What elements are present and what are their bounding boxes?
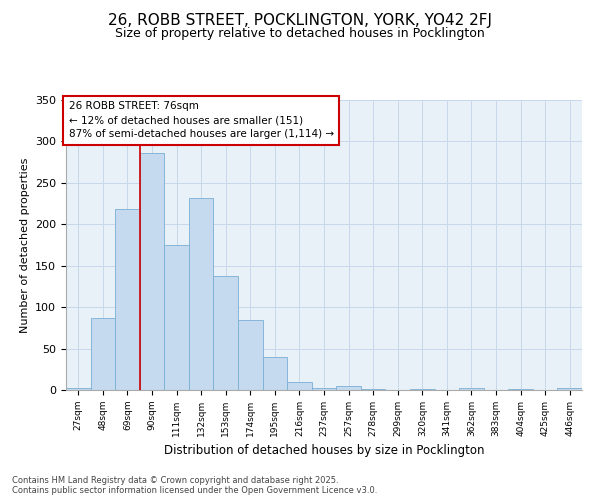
Text: Size of property relative to detached houses in Pocklington: Size of property relative to detached ho…	[115, 28, 485, 40]
Bar	[287, 382, 312, 390]
Bar	[336, 386, 361, 390]
X-axis label: Distribution of detached houses by size in Pocklington: Distribution of detached houses by size …	[164, 444, 484, 458]
Bar	[66, 388, 91, 390]
Text: Contains HM Land Registry data © Crown copyright and database right 2025.
Contai: Contains HM Land Registry data © Crown c…	[12, 476, 377, 495]
Bar	[91, 318, 115, 390]
Bar	[115, 210, 140, 390]
Bar	[361, 389, 385, 390]
Bar	[164, 245, 189, 390]
Bar	[508, 389, 533, 390]
Y-axis label: Number of detached properties: Number of detached properties	[20, 158, 29, 332]
Bar	[410, 389, 434, 390]
Text: 26, ROBB STREET, POCKLINGTON, YORK, YO42 2FJ: 26, ROBB STREET, POCKLINGTON, YORK, YO42…	[108, 12, 492, 28]
Bar	[312, 388, 336, 390]
Bar	[214, 276, 238, 390]
Text: 26 ROBB STREET: 76sqm
← 12% of detached houses are smaller (151)
87% of semi-det: 26 ROBB STREET: 76sqm ← 12% of detached …	[68, 102, 334, 140]
Bar	[189, 198, 214, 390]
Bar	[459, 388, 484, 390]
Bar	[263, 357, 287, 390]
Bar	[140, 153, 164, 390]
Bar	[557, 388, 582, 390]
Bar	[238, 320, 263, 390]
